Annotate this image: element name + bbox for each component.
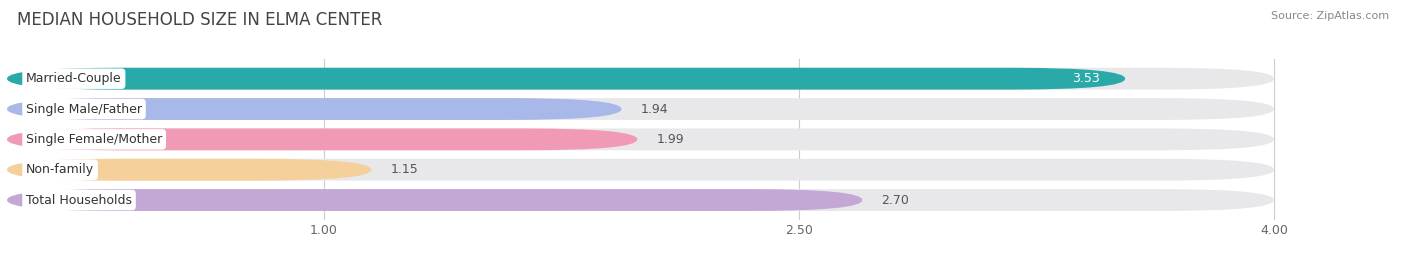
Text: Total Households: Total Households [27, 193, 132, 207]
FancyBboxPatch shape [7, 68, 1125, 90]
Text: 2.70: 2.70 [882, 193, 910, 207]
FancyBboxPatch shape [7, 128, 1274, 150]
FancyBboxPatch shape [7, 189, 1274, 211]
Text: MEDIAN HOUSEHOLD SIZE IN ELMA CENTER: MEDIAN HOUSEHOLD SIZE IN ELMA CENTER [17, 11, 382, 29]
FancyBboxPatch shape [7, 159, 371, 181]
Text: 1.15: 1.15 [391, 163, 418, 176]
Text: 1.99: 1.99 [657, 133, 683, 146]
FancyBboxPatch shape [7, 159, 1274, 181]
Text: Married-Couple: Married-Couple [27, 72, 122, 85]
FancyBboxPatch shape [7, 68, 1274, 90]
FancyBboxPatch shape [7, 98, 1274, 120]
FancyBboxPatch shape [7, 98, 621, 120]
Text: Single Male/Father: Single Male/Father [27, 103, 142, 116]
Text: Single Female/Mother: Single Female/Mother [27, 133, 162, 146]
FancyBboxPatch shape [7, 189, 862, 211]
Text: Source: ZipAtlas.com: Source: ZipAtlas.com [1271, 11, 1389, 21]
Text: 1.94: 1.94 [641, 103, 668, 116]
FancyBboxPatch shape [7, 128, 637, 150]
Text: 3.53: 3.53 [1073, 72, 1099, 85]
Text: Non-family: Non-family [27, 163, 94, 176]
